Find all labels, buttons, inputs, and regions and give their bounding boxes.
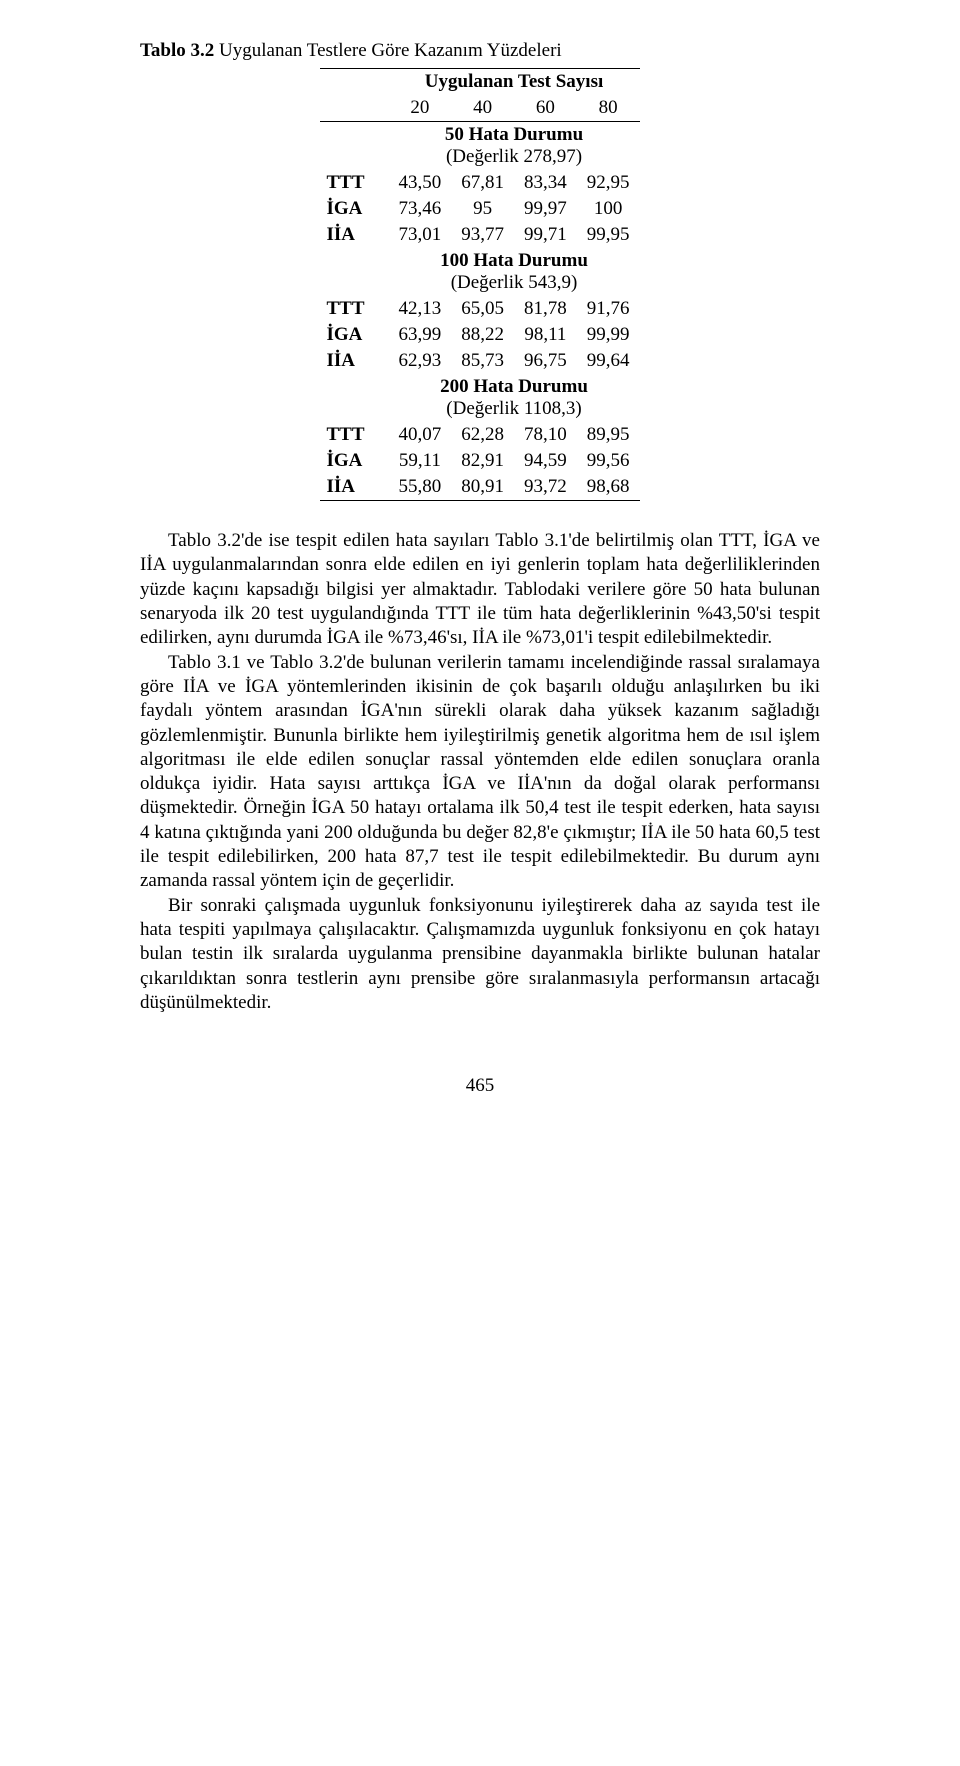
s1-r0-v2: 81,78 bbox=[514, 296, 577, 322]
s0-r0-v1: 67,81 bbox=[451, 170, 514, 196]
col-head-2: 60 bbox=[514, 95, 577, 122]
paragraph-3: Bir sonraki çalışmada uygunluk fonksiyon… bbox=[140, 894, 820, 1016]
paragraph-1: Tablo 3.2'de ise tespit edilen hata sayı… bbox=[140, 529, 820, 651]
section-0-empty bbox=[320, 122, 388, 147]
section-0-heading: 50 Hata Durumu bbox=[389, 122, 640, 147]
s2-r0-v1: 62,28 bbox=[451, 422, 514, 448]
s0-r0-v2: 83,34 bbox=[514, 170, 577, 196]
s2-r1-v2: 94,59 bbox=[514, 448, 577, 474]
s0-r0-v3: 92,95 bbox=[577, 170, 640, 196]
section-2-subheading: (Değerlik 1108,3) bbox=[389, 398, 640, 422]
s0-r2-v0: 73,01 bbox=[389, 222, 452, 248]
s1-r2-v0: 62,93 bbox=[389, 348, 452, 374]
s2-r1-v3: 99,56 bbox=[577, 448, 640, 474]
s0-r1-label: İGA bbox=[320, 196, 388, 222]
results-table: Uygulanan Test Sayısı 20 40 60 80 50 Hat… bbox=[320, 68, 639, 501]
s0-r1-v1: 95 bbox=[451, 196, 514, 222]
table-caption-label: Tablo 3.2 bbox=[140, 40, 214, 61]
s1-r2-v1: 85,73 bbox=[451, 348, 514, 374]
s2-r2-label: IİA bbox=[320, 474, 388, 501]
s0-r1-v2: 99,97 bbox=[514, 196, 577, 222]
col-head-0: 20 bbox=[389, 95, 452, 122]
s1-r1-v2: 98,11 bbox=[514, 322, 577, 348]
body-text: Tablo 3.2'de ise tespit edilen hata sayı… bbox=[140, 529, 820, 1015]
s0-r1-v0: 73,46 bbox=[389, 196, 452, 222]
page-container: Tablo 3.2 Uygulanan Testlere Göre Kazanı… bbox=[0, 0, 960, 1157]
paragraph-2: Tablo 3.1 ve Tablo 3.2'de bulunan verile… bbox=[140, 651, 820, 894]
section-1-empty bbox=[320, 248, 388, 272]
table-caption-text: Uygulanan Testlere Göre Kazanım Yüzdeler… bbox=[214, 40, 561, 61]
s2-r2-v2: 93,72 bbox=[514, 474, 577, 501]
s2-r1-label: İGA bbox=[320, 448, 388, 474]
col-head-3: 80 bbox=[577, 95, 640, 122]
s1-r0-v0: 42,13 bbox=[389, 296, 452, 322]
section-2-heading: 200 Hata Durumu bbox=[389, 374, 640, 398]
table-super-header: Uygulanan Test Sayısı bbox=[389, 69, 640, 96]
s1-r2-label: IİA bbox=[320, 348, 388, 374]
section-1-heading: 100 Hata Durumu bbox=[389, 248, 640, 272]
s1-r2-v3: 99,64 bbox=[577, 348, 640, 374]
page-number: 465 bbox=[140, 1075, 820, 1097]
s1-r1-v1: 88,22 bbox=[451, 322, 514, 348]
s2-r0-v0: 40,07 bbox=[389, 422, 452, 448]
s0-r2-v1: 93,77 bbox=[451, 222, 514, 248]
s2-r2-v1: 80,91 bbox=[451, 474, 514, 501]
section-1-sub-empty bbox=[320, 272, 388, 296]
s0-r0-label: TTT bbox=[320, 170, 388, 196]
s1-r2-v2: 96,75 bbox=[514, 348, 577, 374]
s1-r0-label: TTT bbox=[320, 296, 388, 322]
s0-r1-v3: 100 bbox=[577, 196, 640, 222]
section-0-sub-empty bbox=[320, 146, 388, 170]
s1-r1-v3: 99,99 bbox=[577, 322, 640, 348]
table-header-empty bbox=[320, 95, 388, 122]
s1-r0-v3: 91,76 bbox=[577, 296, 640, 322]
s1-r1-v0: 63,99 bbox=[389, 322, 452, 348]
section-2-empty bbox=[320, 374, 388, 398]
section-0-subheading: (Değerlik 278,97) bbox=[389, 146, 640, 170]
s0-r0-v0: 43,50 bbox=[389, 170, 452, 196]
s1-r1-label: İGA bbox=[320, 322, 388, 348]
table-caption: Tablo 3.2 Uygulanan Testlere Göre Kazanı… bbox=[140, 40, 820, 62]
s2-r1-v0: 59,11 bbox=[389, 448, 452, 474]
s2-r0-v2: 78,10 bbox=[514, 422, 577, 448]
s0-r2-v2: 99,71 bbox=[514, 222, 577, 248]
s1-r0-v1: 65,05 bbox=[451, 296, 514, 322]
s2-r0-label: TTT bbox=[320, 422, 388, 448]
table-corner-empty bbox=[320, 69, 388, 96]
s2-r2-v3: 98,68 bbox=[577, 474, 640, 501]
s0-r2-label: IİA bbox=[320, 222, 388, 248]
section-1-subheading: (Değerlik 543,9) bbox=[389, 272, 640, 296]
section-2-sub-empty bbox=[320, 398, 388, 422]
s2-r0-v3: 89,95 bbox=[577, 422, 640, 448]
col-head-1: 40 bbox=[451, 95, 514, 122]
s2-r2-v0: 55,80 bbox=[389, 474, 452, 501]
s2-r1-v1: 82,91 bbox=[451, 448, 514, 474]
s0-r2-v3: 99,95 bbox=[577, 222, 640, 248]
